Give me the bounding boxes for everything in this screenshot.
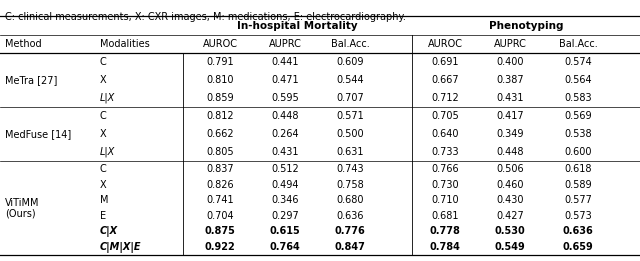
Text: 0.387: 0.387 (496, 75, 524, 85)
Text: 0.500: 0.500 (336, 129, 364, 139)
Text: M: M (100, 195, 109, 205)
Text: 0.875: 0.875 (205, 227, 236, 236)
Text: 0.400: 0.400 (496, 57, 524, 67)
Text: 0.730: 0.730 (431, 180, 459, 189)
Text: 0.506: 0.506 (496, 164, 524, 174)
Text: 0.667: 0.667 (431, 75, 459, 85)
Text: 0.549: 0.549 (495, 242, 525, 252)
Text: MedFuse [14]: MedFuse [14] (5, 129, 71, 139)
Text: 0.837: 0.837 (206, 164, 234, 174)
Text: 0.583: 0.583 (564, 93, 592, 103)
Text: 0.681: 0.681 (431, 211, 459, 221)
Text: 0.636: 0.636 (336, 211, 364, 221)
Text: 0.577: 0.577 (564, 195, 592, 205)
Text: 0.631: 0.631 (336, 147, 364, 157)
Text: Modalities: Modalities (100, 39, 150, 49)
Text: 0.297: 0.297 (271, 211, 299, 221)
Text: 0.805: 0.805 (206, 147, 234, 157)
Text: E: E (100, 211, 106, 221)
Text: 0.758: 0.758 (336, 180, 364, 189)
Text: 0.530: 0.530 (495, 227, 525, 236)
Text: 0.766: 0.766 (431, 164, 459, 174)
Text: 0.417: 0.417 (496, 111, 524, 121)
Text: 0.810: 0.810 (206, 75, 234, 85)
Text: L|X: L|X (100, 93, 115, 103)
Text: 0.847: 0.847 (335, 242, 365, 252)
Text: 0.704: 0.704 (206, 211, 234, 221)
Text: Bal.Acc.: Bal.Acc. (331, 39, 369, 49)
Text: 0.784: 0.784 (429, 242, 460, 252)
Text: 0.922: 0.922 (205, 242, 236, 252)
Text: 0.264: 0.264 (271, 129, 299, 139)
Text: 0.791: 0.791 (206, 57, 234, 67)
Text: C|M|X|E: C|M|X|E (100, 242, 141, 253)
Text: (Ours): (Ours) (5, 208, 36, 218)
Text: 0.431: 0.431 (496, 93, 524, 103)
Text: 0.544: 0.544 (336, 75, 364, 85)
Text: 0.571: 0.571 (336, 111, 364, 121)
Text: 0.859: 0.859 (206, 93, 234, 103)
Text: 0.712: 0.712 (431, 93, 459, 103)
Text: C|X: C|X (100, 226, 118, 237)
Text: 0.460: 0.460 (496, 180, 524, 189)
Text: 0.471: 0.471 (271, 75, 299, 85)
Text: Method: Method (5, 39, 42, 49)
Text: 0.346: 0.346 (271, 195, 299, 205)
Text: 0.615: 0.615 (269, 227, 300, 236)
Text: C: C (100, 57, 107, 67)
Text: X: X (100, 129, 107, 139)
Text: 0.812: 0.812 (206, 111, 234, 121)
Text: In-hospital Mortality: In-hospital Mortality (237, 21, 358, 31)
Text: Phenotyping: Phenotyping (489, 21, 563, 31)
Text: 0.569: 0.569 (564, 111, 592, 121)
Text: C: C (100, 164, 107, 174)
Text: 0.427: 0.427 (496, 211, 524, 221)
Text: ViTiMM: ViTiMM (5, 198, 40, 208)
Text: 0.618: 0.618 (564, 164, 592, 174)
Text: 0.595: 0.595 (271, 93, 299, 103)
Text: 0.776: 0.776 (335, 227, 365, 236)
Text: X: X (100, 180, 107, 189)
Text: 0.659: 0.659 (563, 242, 593, 252)
Text: 0.609: 0.609 (336, 57, 364, 67)
Text: 0.564: 0.564 (564, 75, 592, 85)
Text: AUROC: AUROC (202, 39, 237, 49)
Text: 0.573: 0.573 (564, 211, 592, 221)
Text: 0.826: 0.826 (206, 180, 234, 189)
Text: 0.741: 0.741 (206, 195, 234, 205)
Text: 0.707: 0.707 (336, 93, 364, 103)
Text: 0.574: 0.574 (564, 57, 592, 67)
Text: X: X (100, 75, 107, 85)
Text: AUPRC: AUPRC (269, 39, 301, 49)
Text: 0.705: 0.705 (431, 111, 459, 121)
Text: 0.636: 0.636 (563, 227, 593, 236)
Text: 0.710: 0.710 (431, 195, 459, 205)
Text: 0.662: 0.662 (206, 129, 234, 139)
Text: 0.494: 0.494 (271, 180, 299, 189)
Text: 0.778: 0.778 (429, 227, 460, 236)
Text: 0.349: 0.349 (496, 129, 524, 139)
Text: MeTra [27]: MeTra [27] (5, 75, 58, 85)
Text: 0.538: 0.538 (564, 129, 592, 139)
Text: 0.640: 0.640 (431, 129, 459, 139)
Text: AUROC: AUROC (428, 39, 463, 49)
Text: 0.448: 0.448 (271, 111, 299, 121)
Text: C: clinical measurements, X: CXR images, M: medications, E: electrocardiography.: C: clinical measurements, X: CXR images,… (5, 12, 406, 22)
Text: 0.589: 0.589 (564, 180, 592, 189)
Text: 0.431: 0.431 (271, 147, 299, 157)
Text: Bal.Acc.: Bal.Acc. (559, 39, 597, 49)
Text: 0.512: 0.512 (271, 164, 299, 174)
Text: 0.764: 0.764 (269, 242, 300, 252)
Text: 0.680: 0.680 (336, 195, 364, 205)
Text: 0.448: 0.448 (496, 147, 524, 157)
Text: 0.733: 0.733 (431, 147, 459, 157)
Text: C: C (100, 111, 107, 121)
Text: 0.441: 0.441 (271, 57, 299, 67)
Text: 0.691: 0.691 (431, 57, 459, 67)
Text: AUPRC: AUPRC (493, 39, 527, 49)
Text: 0.600: 0.600 (564, 147, 592, 157)
Text: 0.743: 0.743 (336, 164, 364, 174)
Text: L|X: L|X (100, 147, 115, 157)
Text: 0.430: 0.430 (496, 195, 524, 205)
